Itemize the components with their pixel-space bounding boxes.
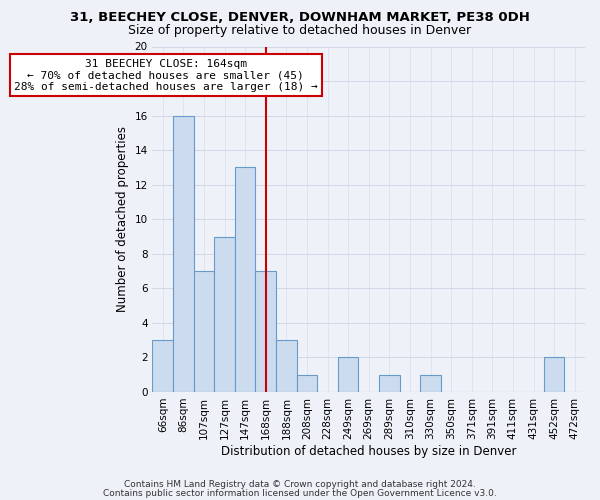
Bar — [173, 116, 194, 392]
Text: Contains HM Land Registry data © Crown copyright and database right 2024.: Contains HM Land Registry data © Crown c… — [124, 480, 476, 489]
Bar — [256, 271, 276, 392]
Bar — [214, 236, 235, 392]
Bar — [379, 374, 400, 392]
Bar — [420, 374, 441, 392]
X-axis label: Distribution of detached houses by size in Denver: Distribution of detached houses by size … — [221, 444, 517, 458]
Bar — [235, 168, 256, 392]
Bar — [296, 374, 317, 392]
Text: Size of property relative to detached houses in Denver: Size of property relative to detached ho… — [128, 24, 472, 37]
Text: Contains public sector information licensed under the Open Government Licence v3: Contains public sector information licen… — [103, 489, 497, 498]
Y-axis label: Number of detached properties: Number of detached properties — [116, 126, 129, 312]
Bar — [152, 340, 173, 392]
Text: 31 BEECHEY CLOSE: 164sqm
← 70% of detached houses are smaller (45)
28% of semi-d: 31 BEECHEY CLOSE: 164sqm ← 70% of detach… — [14, 58, 318, 92]
Bar — [544, 358, 565, 392]
Bar — [194, 271, 214, 392]
Text: 31, BEECHEY CLOSE, DENVER, DOWNHAM MARKET, PE38 0DH: 31, BEECHEY CLOSE, DENVER, DOWNHAM MARKE… — [70, 11, 530, 24]
Bar — [338, 358, 358, 392]
Bar — [276, 340, 296, 392]
